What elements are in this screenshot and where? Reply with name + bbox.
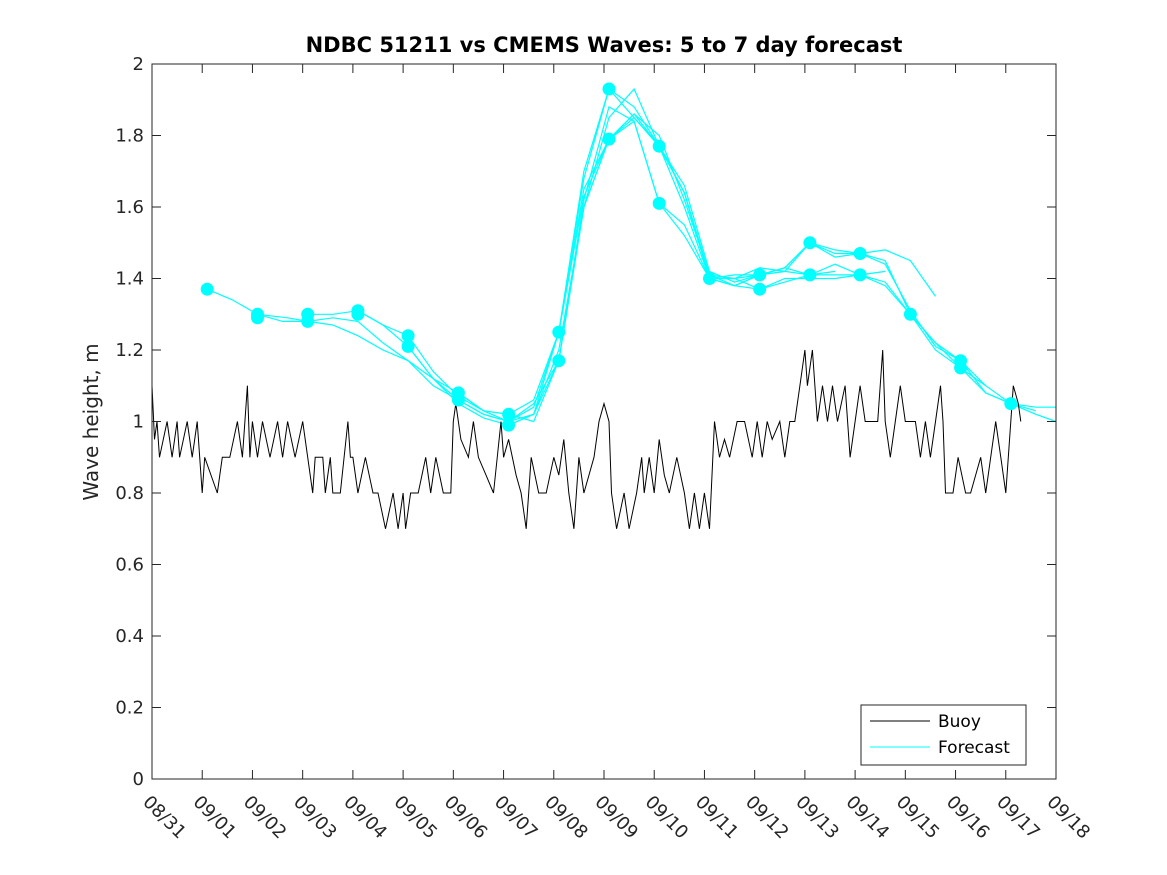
y-tick-label: 1.2 (115, 340, 144, 361)
forecast-marker-4 (301, 314, 315, 328)
forecast-marker-0 (200, 282, 214, 296)
y-tick-label: 0.8 (115, 483, 144, 504)
y-tick-label: 0.4 (115, 626, 144, 647)
legend: Buoy Forecast (860, 704, 1027, 766)
forecast-marker-20 (753, 268, 767, 282)
y-tick-label: 2 (133, 54, 144, 75)
forecast-marker-25 (853, 268, 867, 282)
y-tick-label: 1 (133, 412, 144, 433)
forecast-marker-8 (401, 339, 415, 353)
forecast-marker-17 (652, 139, 666, 153)
buoy-line (151, 349, 1022, 529)
forecast-marker-10 (451, 393, 465, 407)
legend-box (860, 704, 1027, 766)
forecast-marker-19 (703, 272, 716, 285)
y-tick-label: 1.6 (115, 197, 144, 218)
forecast-marker-6 (351, 307, 365, 321)
legend-forecast-label: Forecast (938, 738, 1010, 758)
forecast-marker-22 (803, 236, 817, 250)
forecast-marker-26 (903, 307, 917, 321)
forecast-marker-7 (401, 329, 415, 343)
forecast-marker-15 (602, 82, 616, 96)
forecast-marker-21 (753, 282, 767, 296)
forecast-marker-16 (602, 132, 616, 146)
y-tick-label: 0.6 (115, 555, 144, 576)
y-tick-label: 1.4 (115, 269, 144, 290)
y-tick-label: 0 (133, 769, 144, 790)
forecast-marker-23 (803, 268, 817, 282)
forecast-marker-24 (853, 247, 867, 260)
forecast-marker-11 (502, 407, 516, 421)
forecast-marker-2 (251, 311, 264, 325)
chart-title: NDBC 51211 vs CMEMS Waves: 5 to 7 day fo… (306, 33, 903, 57)
forecast-marker-13 (552, 325, 566, 339)
forecast-marker-29 (1004, 397, 1018, 411)
legend-buoy-label: Buoy (938, 712, 981, 732)
forecast-marker-12 (502, 418, 516, 432)
forecast-marker-28 (954, 361, 968, 375)
forecast-line-6 (508, 120, 1056, 426)
plot-area (151, 82, 1057, 529)
y-tick-label: 1.8 (115, 126, 144, 147)
forecast-marker-14 (552, 354, 566, 368)
y-axis-label: Wave height, m (79, 343, 103, 500)
forecast-marker-18 (652, 196, 666, 210)
y-tick-label: 0.2 (115, 698, 144, 719)
